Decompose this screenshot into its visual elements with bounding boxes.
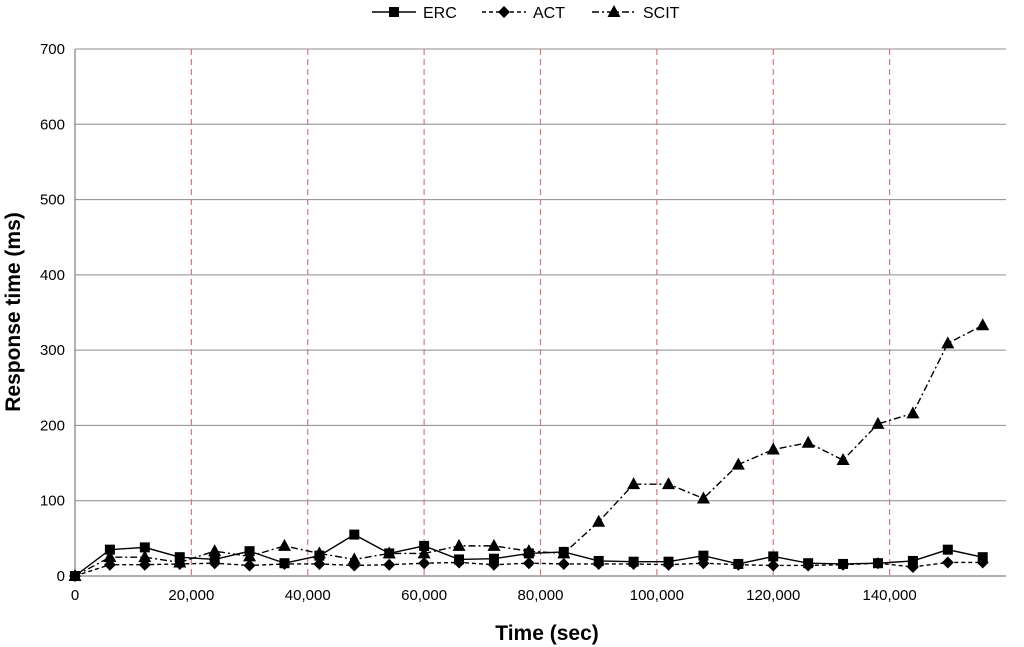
data-point-scit bbox=[731, 457, 745, 470]
y-tick-label: 100 bbox=[40, 493, 65, 510]
data-point-scit bbox=[871, 416, 885, 429]
data-point-act bbox=[697, 557, 710, 570]
data-point-erc bbox=[349, 529, 360, 540]
legend-label-scit: SCIT bbox=[643, 5, 680, 22]
data-point-act bbox=[522, 557, 535, 570]
x-tick-label: 100,000 bbox=[630, 587, 684, 604]
data-point-scit bbox=[452, 538, 466, 551]
x-tick-label: 0 bbox=[71, 587, 79, 604]
data-point-scit bbox=[696, 491, 710, 504]
data-point-scit bbox=[347, 552, 361, 565]
data-point-scit bbox=[976, 318, 990, 331]
legend-label-act: ACT bbox=[533, 5, 565, 22]
legend-marker-scit bbox=[607, 5, 621, 17]
data-point-act bbox=[941, 556, 954, 569]
x-tick-label: 80,000 bbox=[518, 587, 564, 604]
data-point-scit bbox=[557, 546, 571, 559]
data-point-act bbox=[732, 558, 745, 571]
data-point-act bbox=[662, 558, 675, 571]
data-point-scit bbox=[277, 538, 291, 551]
data-point-scit bbox=[208, 544, 222, 557]
series-act bbox=[69, 556, 989, 582]
data-point-erc bbox=[768, 551, 779, 562]
x-tick-label: 60,000 bbox=[401, 587, 447, 604]
series-line-scit bbox=[74, 324, 984, 577]
legend: ERC ACT SCIT bbox=[372, 5, 680, 22]
y-tick-label: 400 bbox=[40, 267, 65, 284]
legend-item-erc: ERC bbox=[372, 5, 457, 22]
data-point-scit bbox=[766, 442, 780, 455]
x-axis-title: Time (sec) bbox=[495, 622, 599, 645]
y-tick-label: 0 bbox=[57, 568, 65, 585]
data-point-act bbox=[383, 558, 396, 571]
y-tick-label: 600 bbox=[40, 116, 65, 133]
data-point-act bbox=[453, 556, 466, 569]
data-point-act bbox=[487, 558, 500, 571]
legend-marker-act bbox=[498, 6, 510, 18]
data-point-erc bbox=[419, 540, 430, 551]
y-tick-label: 700 bbox=[40, 41, 65, 58]
data-point-erc bbox=[139, 542, 150, 553]
legend-label-erc: ERC bbox=[423, 5, 457, 22]
data-point-scit bbox=[103, 550, 117, 563]
data-point-act bbox=[243, 559, 256, 572]
data-point-act bbox=[906, 560, 919, 573]
series-layer bbox=[68, 318, 990, 582]
data-point-act bbox=[767, 559, 780, 572]
data-point-act bbox=[313, 557, 326, 570]
data-point-scit bbox=[906, 406, 920, 419]
x-tick-label: 20,000 bbox=[168, 587, 214, 604]
x-tick-label: 40,000 bbox=[285, 587, 331, 604]
data-point-scit bbox=[592, 514, 606, 527]
x-tick-label: 120,000 bbox=[746, 587, 800, 604]
data-point-scit bbox=[382, 546, 396, 559]
data-point-act bbox=[557, 557, 570, 570]
axes bbox=[74, 49, 1006, 577]
vertical-reference-lines bbox=[190, 49, 891, 576]
data-point-erc bbox=[698, 550, 709, 561]
data-point-act bbox=[278, 557, 291, 570]
data-point-act bbox=[627, 557, 640, 570]
y-axis-title: Response time (ms) bbox=[2, 212, 25, 412]
data-point-scit bbox=[627, 477, 641, 490]
data-point-scit bbox=[801, 435, 815, 448]
legend-item-scit: SCIT bbox=[592, 5, 680, 22]
legend-item-act: ACT bbox=[482, 5, 565, 22]
data-point-erc bbox=[942, 544, 953, 555]
x-tick-label: 140,000 bbox=[863, 587, 917, 604]
y-tick-label: 200 bbox=[40, 417, 65, 434]
series-scit bbox=[68, 318, 990, 581]
data-point-erc bbox=[488, 553, 499, 564]
data-point-scit bbox=[173, 555, 187, 568]
data-point-scit bbox=[487, 538, 501, 551]
data-point-act bbox=[802, 559, 815, 572]
data-point-scit bbox=[68, 569, 82, 581]
data-point-act bbox=[208, 557, 221, 570]
data-point-erc bbox=[907, 555, 918, 566]
data-point-scit bbox=[662, 477, 676, 490]
x-tick-labels: 0 20,000 40,000 60,000 80,000 100,000 120,000 1… bbox=[71, 587, 917, 604]
legend-marker-erc bbox=[389, 7, 399, 17]
data-point-scit bbox=[243, 549, 257, 562]
data-point-scit bbox=[417, 546, 431, 559]
data-point-act bbox=[592, 557, 605, 570]
data-point-erc bbox=[104, 544, 115, 555]
y-tick-label: 500 bbox=[40, 192, 65, 209]
data-point-scit bbox=[941, 336, 955, 349]
y-tick-labels: 0 100 200 300 400 500 600 700 bbox=[40, 41, 65, 585]
data-point-scit bbox=[138, 550, 152, 563]
y-tick-label: 300 bbox=[40, 342, 65, 359]
data-point-act bbox=[837, 558, 850, 571]
data-point-act bbox=[976, 556, 989, 569]
data-point-scit bbox=[836, 453, 850, 466]
data-point-scit bbox=[312, 546, 326, 559]
data-point-act bbox=[871, 557, 884, 570]
data-point-act bbox=[418, 557, 431, 570]
data-point-scit bbox=[522, 544, 536, 557]
